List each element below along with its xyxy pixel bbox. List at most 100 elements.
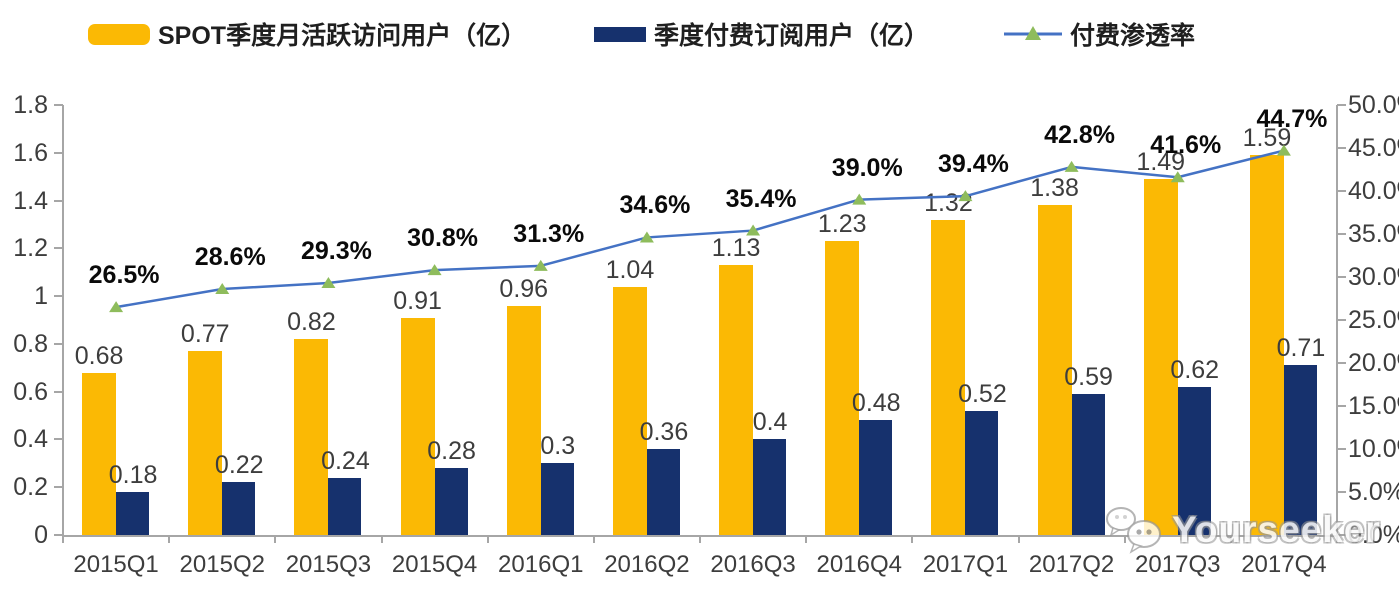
legend-label-mau: SPOT季度月活跃访问用户（亿） [158, 22, 527, 50]
right-axis-tick [1337, 104, 1346, 106]
left-axis-tick [54, 247, 63, 250]
x-tick-label-2017Q2: 2017Q2 [1028, 551, 1115, 578]
mau-value-label: 0.82 [287, 308, 336, 337]
right-axis-tick [1337, 448, 1346, 450]
x-tick-label-2017Q3: 2017Q3 [1135, 551, 1221, 578]
x-axis-tick [1336, 535, 1338, 543]
line-marker-swatch-icon [1004, 26, 1062, 40]
right-axis-tick-label: 25.0% [1348, 306, 1399, 334]
bar-sub-2015Q4 [434, 468, 468, 535]
x-tick-label-2016Q3: 2016Q3 [710, 551, 796, 578]
left-axis-tick-label: 0 [34, 521, 48, 549]
x-axis-tick [168, 535, 171, 543]
penetration-value-label: 28.6% [194, 243, 266, 272]
bar-mau-2015Q1 [82, 372, 117, 535]
mau-value-label: 1.23 [817, 210, 867, 239]
triangle-marker [427, 264, 442, 276]
legend-label-subscribers: 季度付费订阅用户（亿） [654, 22, 930, 50]
sub-value-label: 0.48 [851, 389, 901, 418]
penetration-value-label: 30.8% [407, 224, 479, 253]
bar-mau-2017Q3 [1143, 179, 1178, 535]
penetration-value-label: 31.3% [513, 219, 585, 248]
right-axis-tick-label: 45.0% [1348, 134, 1399, 162]
penetration-value-label: 26.5% [88, 261, 160, 290]
sub-value-label: 0.18 [108, 461, 158, 489]
penetration-value-label: 41.6% [1150, 131, 1222, 160]
x-tick-label-2017Q4: 2017Q4 [1241, 551, 1327, 578]
legend-label-penetration: 付费渗透率 [1070, 22, 1196, 50]
left-axis-tick [54, 390, 63, 393]
x-axis-tick [1229, 535, 1232, 543]
legend-item-subscribers: 季度付费订阅用户（亿） [594, 16, 929, 52]
bar-sub-2017Q2 [1071, 394, 1105, 535]
subscriber-bar-swatch-icon [594, 26, 646, 42]
left-axis-line [62, 105, 64, 537]
bar-mau-2016Q2 [612, 286, 647, 535]
mau-bar-swatch-icon [88, 23, 150, 45]
bar-sub-2017Q1 [965, 410, 999, 535]
left-axis-tick [54, 151, 63, 154]
right-axis-tick-label: 35.0% [1348, 220, 1399, 248]
left-axis-tick [54, 438, 63, 441]
triangle-marker [746, 224, 761, 236]
bar-sub-2017Q3 [1177, 386, 1211, 535]
triangle-marker [852, 193, 867, 205]
right-axis-tick-label: 5.0% [1348, 478, 1399, 506]
bar-sub-2016Q3 [753, 439, 787, 535]
x-tick-label-2016Q2: 2016Q2 [604, 551, 690, 578]
right-axis-tick [1337, 491, 1346, 493]
bar-sub-2016Q4 [859, 420, 893, 535]
sub-value-label: 0.3 [540, 432, 576, 461]
triangle-marker [321, 277, 336, 289]
right-axis-tick-label: 20.0% [1348, 349, 1399, 377]
bar-sub-2015Q3 [328, 477, 362, 535]
x-tick-label-2016Q4: 2016Q4 [816, 551, 902, 578]
sub-value-label: 0.22 [214, 451, 264, 480]
penetration-value-label: 35.4% [725, 184, 797, 213]
penetration-value-label: 39.4% [937, 150, 1009, 179]
x-axis-tick [805, 535, 808, 543]
bar-sub-2016Q2 [646, 449, 680, 535]
mau-value-label: 0.77 [180, 320, 230, 349]
left-axis-tick [54, 342, 63, 345]
bar-mau-2016Q3 [719, 265, 754, 535]
penetration-value-label: 42.8% [1044, 120, 1116, 149]
x-tick-label-2015Q2: 2015Q2 [179, 551, 265, 578]
mau-value-label: 0.68 [74, 341, 124, 370]
mau-value-label: 0.96 [499, 274, 549, 303]
x-axis-tick [1123, 535, 1126, 543]
bar-mau-2017Q2 [1037, 205, 1072, 535]
sub-value-label: 0.52 [958, 379, 1007, 408]
triangle-marker [215, 283, 230, 295]
x-axis-tick [911, 535, 914, 543]
right-axis-tick-label: 30.0% [1348, 263, 1399, 291]
triangle-marker [1170, 171, 1185, 183]
x-tick-label-2015Q4: 2015Q4 [391, 551, 478, 578]
triangle-marker [639, 231, 654, 243]
sub-value-label: 0.62 [1170, 355, 1220, 384]
right-axis-tick-label: 0.0% [1348, 521, 1399, 549]
triangle-marker [533, 259, 548, 271]
right-axis-tick [1337, 534, 1346, 536]
left-axis-tick-label: 1.6 [13, 138, 48, 167]
penetration-value-label: 44.7% [1256, 104, 1328, 133]
left-axis-tick-label: 0.4 [13, 425, 48, 454]
right-axis-tick [1337, 147, 1346, 149]
sub-value-label: 0.71 [1276, 334, 1326, 363]
triangle-marker [109, 301, 124, 313]
trend-line-path [115, 149, 1285, 309]
left-axis-tick-label: 1 [34, 282, 48, 311]
left-axis-tick [54, 104, 63, 106]
triangle-marker [958, 190, 973, 202]
bar-mau-2016Q1 [506, 305, 541, 535]
bar-sub-2017Q4 [1283, 365, 1317, 535]
x-axis-tick [380, 535, 383, 543]
sub-value-label: 0.28 [427, 437, 476, 466]
left-axis-tick-label: 1.8 [13, 91, 48, 119]
bar-mau-2017Q1 [931, 219, 966, 535]
legend-item-mau: SPOT季度月活跃访问用户（亿） [88, 16, 526, 52]
penetration-value-label: 39.0% [831, 153, 903, 182]
bar-sub-2016Q1 [540, 463, 574, 535]
legend-item-penetration: 付费渗透率 [1004, 16, 1195, 52]
right-axis-tick-label: 50.0% [1348, 91, 1399, 119]
